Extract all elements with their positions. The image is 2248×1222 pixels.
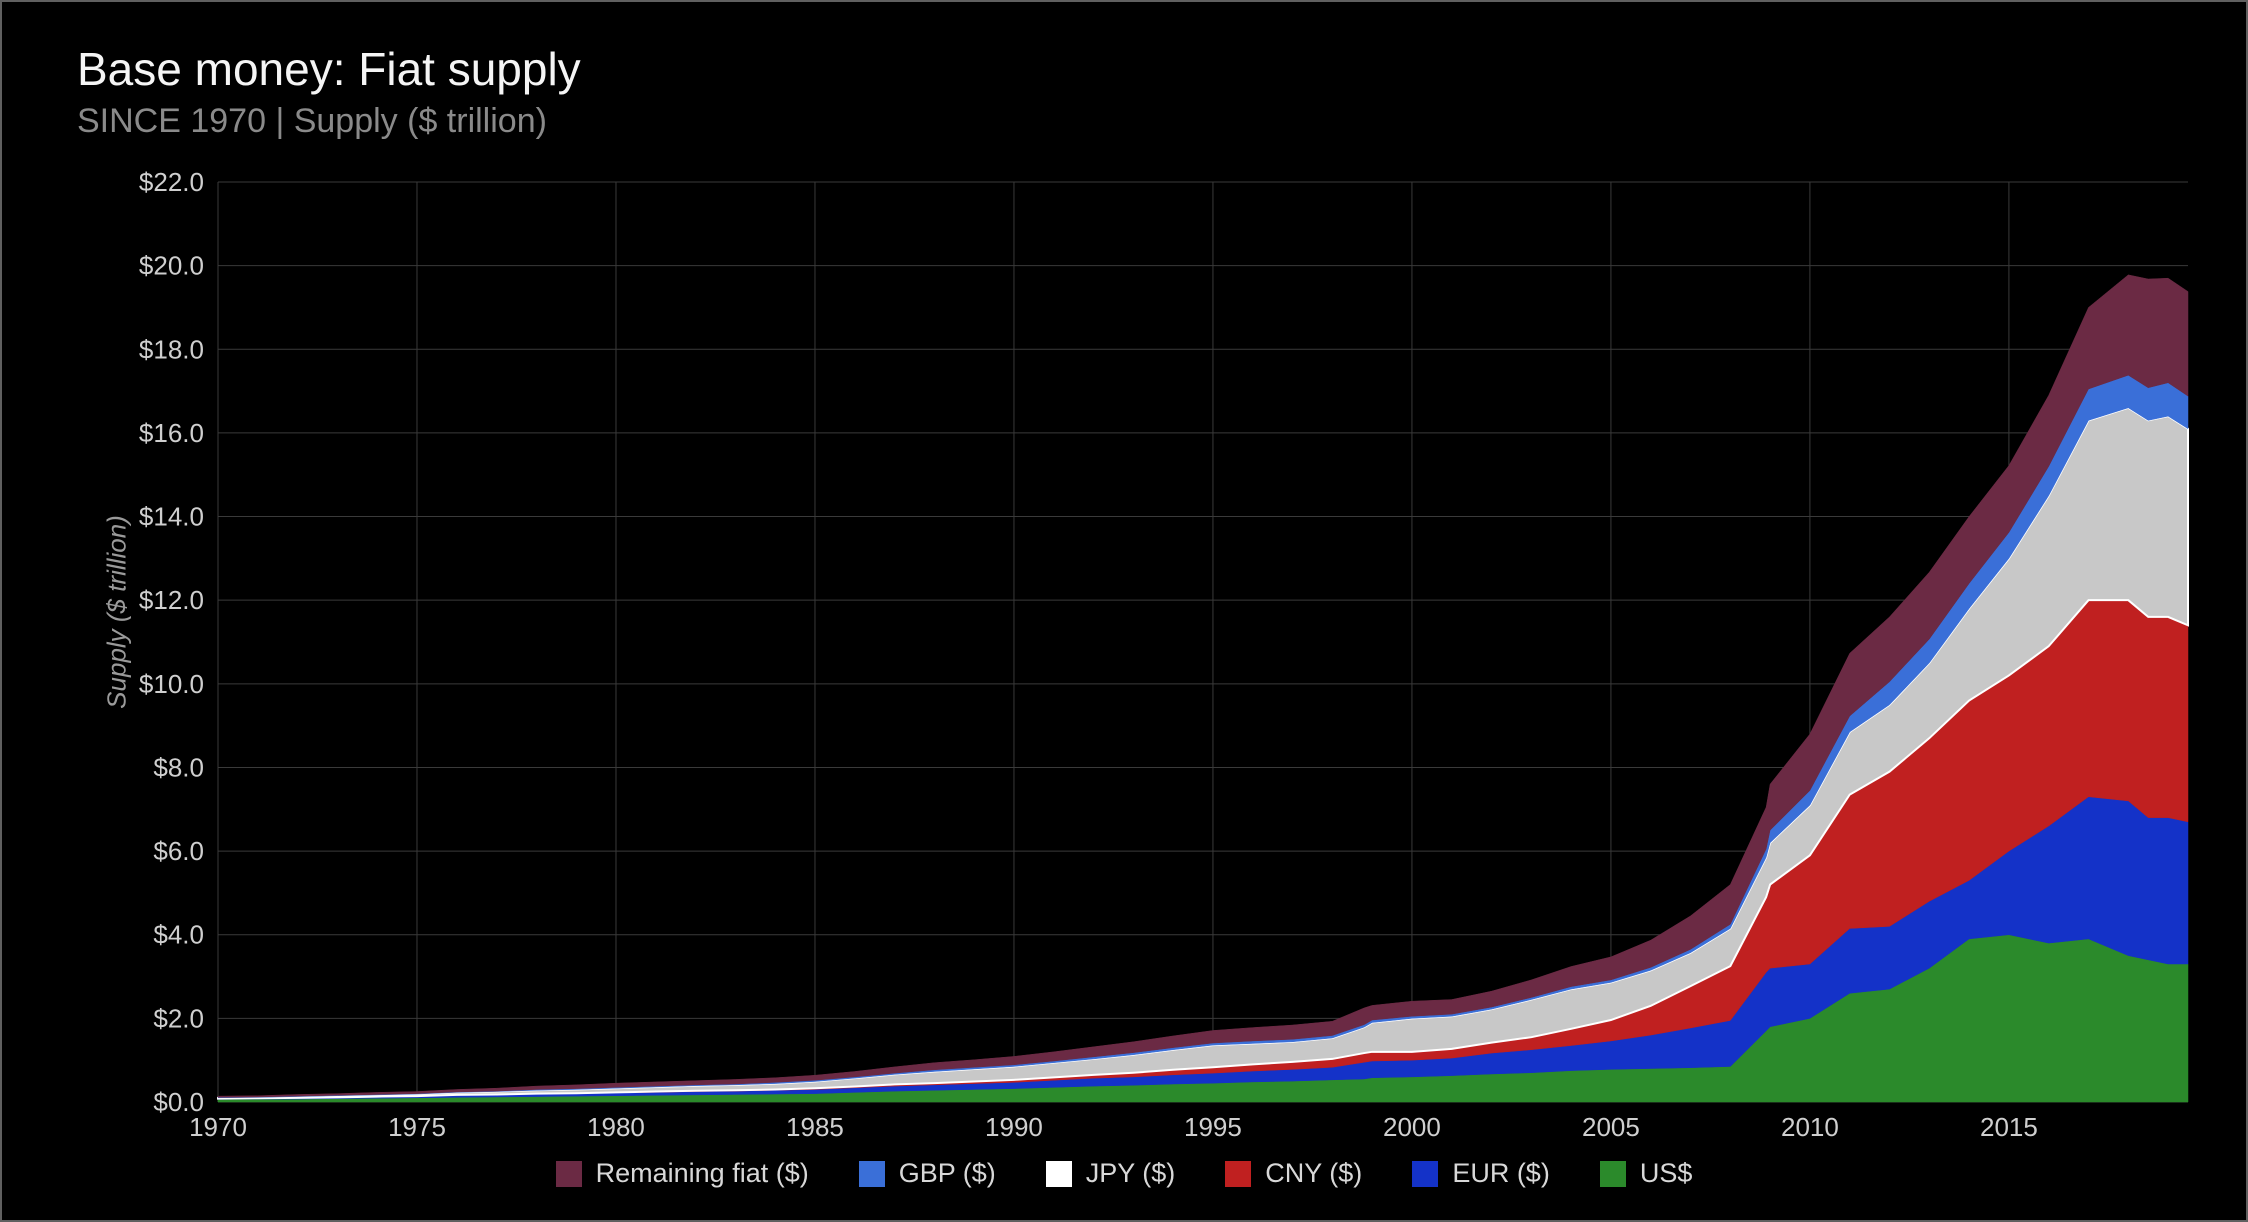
legend-item-jpy[interactable]: JPY ($) [1046, 1158, 1176, 1189]
legend-label: EUR ($) [1452, 1158, 1550, 1189]
legend-item-cny[interactable]: CNY ($) [1225, 1158, 1362, 1189]
y-tick-label: $8.0 [153, 752, 204, 782]
legend-label: GBP ($) [899, 1158, 996, 1189]
legend-swatch [556, 1161, 582, 1187]
y-tick-label: $20.0 [139, 251, 204, 281]
y-tick-label: $12.0 [139, 585, 204, 615]
x-tick-label: 2015 [1980, 1112, 2038, 1142]
legend-label: CNY ($) [1265, 1158, 1362, 1189]
legend-item-usd[interactable]: US$ [1600, 1158, 1693, 1189]
chart-frame: Base money: Fiat supply SINCE 1970 | Sup… [0, 0, 2248, 1222]
x-tick-label: 2010 [1781, 1112, 1839, 1142]
y-tick-label: $14.0 [139, 502, 204, 532]
x-tick-label: 1990 [985, 1112, 1043, 1142]
legend-swatch [1412, 1161, 1438, 1187]
chart-title: Base money: Fiat supply [77, 42, 581, 96]
y-tick-label: $10.0 [139, 669, 204, 699]
x-tick-label: 1985 [786, 1112, 844, 1142]
y-tick-label: $6.0 [153, 836, 204, 866]
y-tick-label: $18.0 [139, 334, 204, 364]
x-tick-label: 2005 [1582, 1112, 1640, 1142]
y-tick-label: $4.0 [153, 920, 204, 950]
plot-area: $0.0$2.0$4.0$6.0$8.0$10.0$12.0$14.0$16.0… [118, 182, 2188, 1152]
legend-label: JPY ($) [1086, 1158, 1176, 1189]
legend-item-rest[interactable]: Remaining fiat ($) [556, 1158, 809, 1189]
legend: Remaining fiat ($) GBP ($) JPY ($) CNY ($) E… [2, 1158, 2246, 1189]
x-tick-label: 1980 [587, 1112, 645, 1142]
legend-swatch [859, 1161, 885, 1187]
legend-label: Remaining fiat ($) [596, 1158, 809, 1189]
legend-item-eur[interactable]: EUR ($) [1412, 1158, 1550, 1189]
y-tick-label: $16.0 [139, 418, 204, 448]
legend-swatch [1600, 1161, 1626, 1187]
x-tick-label: 2000 [1383, 1112, 1441, 1142]
legend-swatch [1046, 1161, 1072, 1187]
legend-label: US$ [1640, 1158, 1693, 1189]
legend-item-gbp[interactable]: GBP ($) [859, 1158, 996, 1189]
chart-subtitle: SINCE 1970 | Supply ($ trillion) [77, 102, 547, 141]
x-tick-label: 1975 [388, 1112, 446, 1142]
y-tick-label: $2.0 [153, 1003, 204, 1033]
x-tick-label: 1995 [1184, 1112, 1242, 1142]
x-tick-label: 1970 [189, 1112, 247, 1142]
legend-swatch [1225, 1161, 1251, 1187]
y-tick-label: $22.0 [139, 167, 204, 197]
